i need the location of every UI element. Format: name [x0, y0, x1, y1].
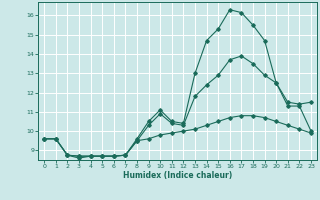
X-axis label: Humidex (Indice chaleur): Humidex (Indice chaleur)	[123, 171, 232, 180]
